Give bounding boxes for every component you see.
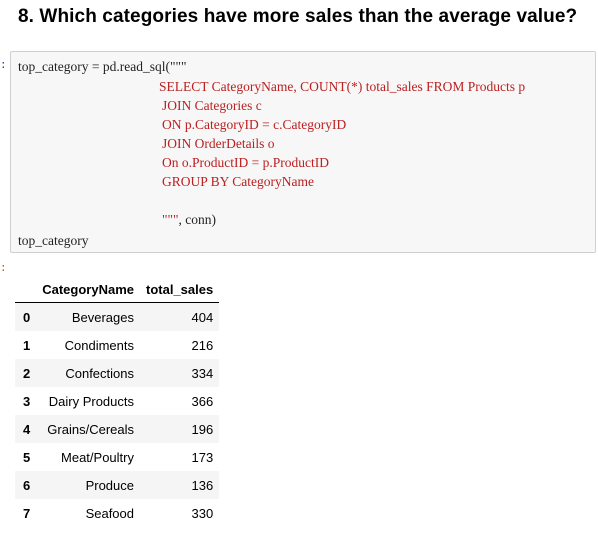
row-index: 5 bbox=[23, 449, 31, 465]
row-index: 4 bbox=[23, 421, 31, 437]
code-line-3: JOIN Categories c bbox=[162, 98, 262, 113]
cell-categoryname: Dairy Products bbox=[48, 393, 134, 409]
table-row: 7 Seafood 330 bbox=[15, 499, 219, 527]
table-row: 2 Confections 334 bbox=[15, 359, 220, 387]
table-row: 6 Produce 136 bbox=[15, 471, 220, 499]
cell-categoryname: Seafood bbox=[85, 505, 134, 521]
cell-total-sales: 216 bbox=[191, 337, 214, 353]
row-index: 3 bbox=[23, 393, 31, 409]
output-prompt: : bbox=[0, 263, 7, 275]
cell-categoryname: Produce bbox=[85, 477, 134, 493]
cell-total-sales: 136 bbox=[191, 477, 214, 493]
row-index: 0 bbox=[23, 309, 31, 325]
column-header-categoryname: CategoryName bbox=[36, 276, 140, 303]
cell-total-sales: 334 bbox=[191, 365, 214, 381]
cell-total-sales: 330 bbox=[191, 505, 214, 521]
table-header-row: CategoryName total_sales bbox=[15, 276, 220, 303]
cell-total-sales: 404 bbox=[191, 309, 214, 325]
index-header bbox=[15, 276, 37, 303]
code-line-4: ON p.CategoryID = c.CategoryID bbox=[162, 117, 347, 132]
code-line-1: top_category = pd.read_sql(""" bbox=[18, 59, 187, 74]
cell-categoryname: Grains/Cereals bbox=[47, 421, 134, 437]
row-index: 2 bbox=[23, 365, 31, 381]
code-line-7: GROUP BY CategoryName bbox=[162, 174, 314, 189]
cell-categoryname: Confections bbox=[65, 365, 134, 381]
cell-categoryname: Condiments bbox=[64, 337, 134, 353]
column-header-total-sales: total_sales bbox=[140, 276, 220, 303]
dataframe-table: CategoryName total_sales 0 Beverages 404 1 C… bbox=[15, 276, 220, 528]
cell-categoryname: Meat/Poultry bbox=[61, 449, 134, 465]
code-line-6: On o.ProductID = p.ProductID bbox=[162, 155, 329, 170]
row-index: 7 bbox=[23, 505, 31, 521]
table-row: 0 Beverages 404 bbox=[15, 302, 220, 331]
code-line-2: SELECT CategoryName, COUNT(*) total_sale… bbox=[159, 79, 526, 94]
input-prompt: : bbox=[0, 60, 7, 72]
cell-total-sales: 196 bbox=[191, 421, 214, 437]
cell-total-sales: 366 bbox=[191, 393, 214, 409]
table-row: 1 Condiments 216 bbox=[15, 331, 219, 359]
row-index: 6 bbox=[23, 477, 31, 493]
code-line-9: """, conn) bbox=[162, 212, 217, 227]
code-cell[interactable]: top_category = pd.read_sql(""" SELECT Ca… bbox=[10, 51, 596, 253]
table-body: 0 Beverages 404 1 Condiments 216 2 Confections 3… bbox=[15, 302, 220, 528]
table-row: 3 Dairy Products 366 bbox=[15, 387, 219, 415]
code-line-10: top_category bbox=[18, 233, 89, 248]
cell-categoryname: Beverages bbox=[71, 309, 134, 325]
cell-total-sales: 173 bbox=[191, 449, 214, 465]
code-line-5: JOIN OrderDetails o bbox=[162, 136, 275, 151]
table-row: 5 Meat/Poultry 173 bbox=[15, 443, 219, 471]
markdown-heading: 8. Which categories have more sales than… bbox=[18, 6, 578, 27]
row-index: 1 bbox=[23, 337, 31, 353]
table-row: 4 Grains/Cereals 196 bbox=[15, 415, 220, 443]
